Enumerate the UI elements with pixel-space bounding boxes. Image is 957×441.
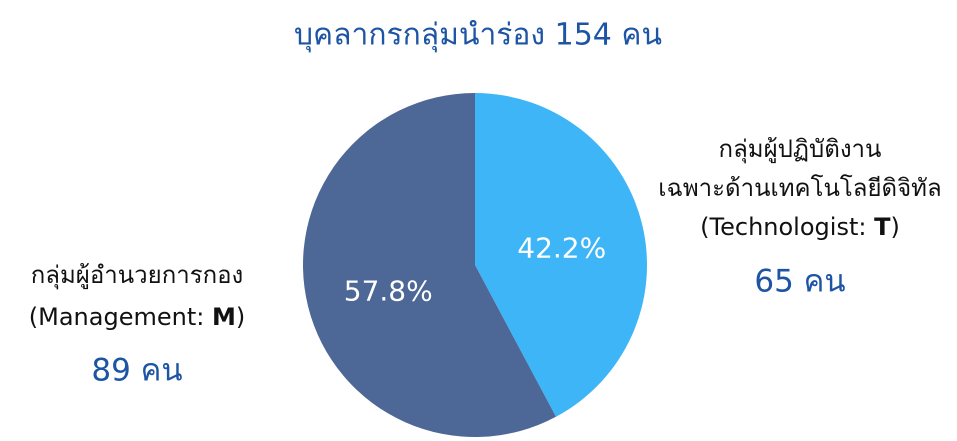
category-label-part: กลุ่มผู้ปฏิบัติงาน [719,135,882,164]
slice-label: 57.8% [344,275,433,308]
category-label: (Technologist: T) [700,213,900,241]
category-label: เฉพาะด้านเทคโนโลยีดิจิทัล [658,174,941,202]
category-label-part: M [212,303,236,331]
category-label-part: ) [236,303,245,331]
count-label: 65 คน [754,264,845,300]
chart-title: บุคลากรกลุ่มนำร่อง 154 คน [294,18,662,54]
category-label-part: T [874,213,891,241]
category-label-part: (Technologist: [700,213,874,241]
category-label-part: เฉพาะด้านเทคโนโลยีดิจิทัล [658,174,941,202]
category-label: (Management: M) [29,303,245,331]
category-label-part: ) [890,213,899,241]
category-label: กลุ่มผู้ปฏิบัติงาน [719,135,882,164]
pie-slice [475,93,647,417]
pie-slice [302,93,556,437]
category-label: กลุ่มผู้อำนวยการกอง [31,261,244,290]
count-label: 89 คน [91,353,182,389]
category-label-part: กลุ่มผู้อำนวยการกอง [31,261,244,290]
slice-label: 42.2% [517,231,606,264]
category-label-part: (Management: [29,303,212,331]
